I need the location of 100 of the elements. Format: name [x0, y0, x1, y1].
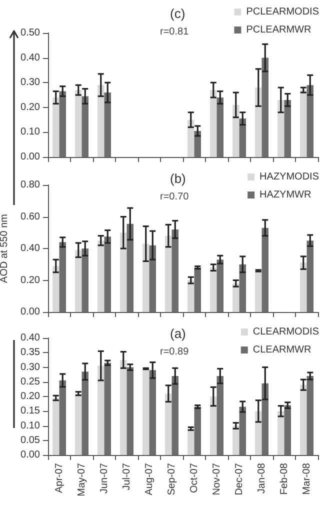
legend-label: HAZYMWR	[260, 190, 312, 200]
bar	[149, 370, 156, 455]
legend-label: PCLEARMWR	[246, 24, 312, 36]
y-tick-label: 0.00	[20, 450, 40, 460]
bar	[104, 92, 111, 157]
y-tick-label: 0.60	[20, 211, 40, 222]
annotation: r=0.89	[160, 346, 190, 358]
legend-label: CLEARMODIS	[252, 326, 320, 338]
bar	[306, 85, 314, 157]
y-tick-label: 0.20	[20, 274, 40, 286]
y-tick-label: 0.30	[20, 77, 40, 88]
bar	[262, 58, 268, 157]
bar	[306, 240, 314, 312]
chart-title: (c)	[170, 6, 186, 21]
x-tick-label: Aug-07	[144, 462, 155, 496]
y-tick-label: 0.10	[20, 126, 40, 138]
bar	[75, 250, 82, 312]
legend-label: PCLEARMODIS	[246, 6, 320, 18]
y-tick-label: 0.10	[20, 420, 40, 432]
x-tick-label: Jan-08	[256, 462, 268, 494]
y-tick-label: 0.30	[20, 362, 40, 373]
bar	[255, 270, 262, 312]
bar	[188, 428, 194, 455]
y-tick-label: 0.80	[20, 180, 40, 190]
annotation: r=0.70	[160, 192, 190, 202]
bar	[165, 394, 172, 455]
bar	[210, 396, 217, 455]
y-tick-label: 0.05	[20, 434, 40, 446]
y-tick-label: 0.00	[20, 306, 40, 318]
y-tick-label: 0.20	[20, 102, 40, 113]
bar	[142, 368, 150, 455]
y-tick-label: 0.50	[20, 28, 40, 38]
bar	[142, 244, 150, 312]
bar	[120, 360, 127, 455]
y-tick-label: 0.15	[20, 406, 40, 417]
bar	[210, 90, 217, 157]
bar	[239, 406, 246, 455]
chart-title: (b)	[170, 171, 186, 186]
bar	[52, 398, 60, 455]
bar	[255, 88, 262, 157]
x-tick-label: Oct-07	[188, 462, 200, 494]
x-tick-label: Jun-07	[98, 462, 110, 494]
x-tick-label: Mar-08	[301, 462, 312, 495]
bar	[255, 411, 262, 455]
legend-label: HAZYMODIS	[260, 172, 320, 182]
bar	[306, 376, 314, 455]
bar	[262, 228, 268, 312]
bar	[278, 411, 284, 455]
bar	[216, 376, 224, 455]
x-tick-label: May-07	[76, 462, 88, 496]
y-tick-label: 0.40	[20, 243, 40, 254]
bar	[98, 85, 104, 157]
bar	[216, 260, 224, 312]
bar	[149, 245, 156, 312]
bar	[216, 97, 224, 157]
bar	[278, 100, 284, 157]
y-tick-label: 0.35	[20, 347, 40, 358]
bar	[300, 90, 307, 157]
x-tick-label: Feb-08	[278, 462, 290, 495]
y-tick-label: 0.40	[20, 52, 40, 64]
bar	[194, 130, 201, 157]
bar	[284, 100, 291, 157]
bar	[172, 376, 178, 455]
bar	[239, 118, 246, 157]
bar	[82, 96, 88, 157]
bar	[98, 240, 104, 312]
bar	[165, 236, 172, 312]
bar	[126, 224, 134, 312]
y-axis-title: AOD at 550 nm	[0, 214, 10, 283]
chart-title: (a)	[170, 326, 186, 341]
y-tick-label: 0.40	[20, 332, 40, 344]
bar	[194, 406, 201, 455]
bar	[120, 232, 127, 312]
bar	[98, 366, 104, 455]
bar	[126, 367, 134, 455]
x-tick-label: Jul-07	[121, 462, 132, 490]
bar	[75, 394, 82, 455]
bar	[239, 264, 246, 312]
y-tick-label: 0.20	[20, 391, 40, 402]
bar	[172, 229, 178, 312]
bar	[188, 280, 194, 312]
bar	[194, 268, 201, 312]
bar	[104, 236, 111, 312]
x-tick-label: Dec-07	[234, 462, 245, 496]
bar	[59, 380, 66, 455]
bar	[232, 283, 240, 312]
bar	[262, 383, 268, 455]
bar	[52, 266, 60, 312]
annotation: r=0.81	[160, 26, 190, 38]
bar	[82, 248, 88, 312]
y-tick-label: 0.25	[20, 376, 40, 388]
bar	[300, 384, 307, 455]
bar	[232, 104, 240, 157]
bar	[300, 262, 307, 312]
bar	[75, 90, 82, 157]
bar	[232, 426, 240, 455]
legend-label: CLEARMWR	[252, 344, 312, 356]
bar	[59, 91, 66, 157]
bar	[59, 242, 66, 312]
bar	[188, 120, 194, 157]
